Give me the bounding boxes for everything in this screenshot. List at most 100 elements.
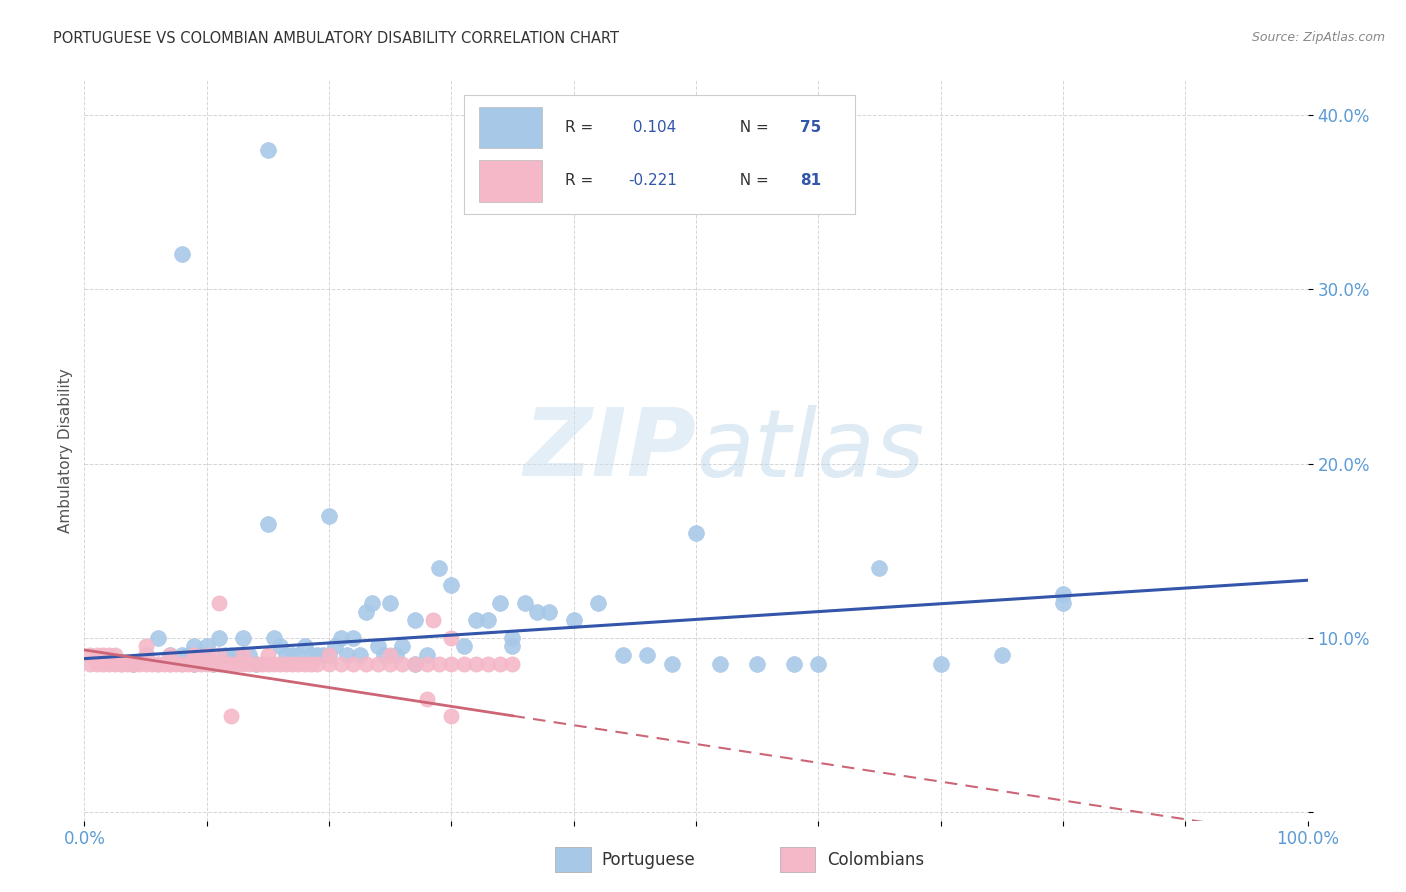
Point — [172, 657, 194, 671]
Point — [159, 648, 181, 662]
Point — [661, 657, 683, 671]
Point — [214, 648, 236, 662]
Point — [238, 657, 260, 671]
Point — [232, 648, 254, 662]
Point — [276, 657, 298, 671]
Point — [562, 613, 585, 627]
Point — [427, 657, 450, 671]
Point — [208, 648, 231, 662]
Point — [226, 648, 249, 662]
Point — [172, 247, 194, 261]
Point — [502, 631, 524, 645]
Point — [299, 648, 322, 662]
Point — [269, 640, 291, 654]
Point — [79, 648, 101, 662]
Point — [135, 648, 157, 662]
Point — [929, 657, 952, 671]
Point — [219, 709, 242, 723]
Point — [380, 657, 402, 671]
Point — [122, 657, 145, 671]
Text: Source: ZipAtlas.com: Source: ZipAtlas.com — [1251, 31, 1385, 45]
Point — [453, 657, 475, 671]
Point — [747, 657, 769, 671]
Point — [422, 613, 444, 627]
Point — [318, 508, 340, 523]
Point — [586, 596, 609, 610]
Point — [783, 657, 806, 671]
Point — [208, 657, 231, 671]
Point — [281, 648, 304, 662]
Point — [195, 657, 218, 671]
Point — [104, 657, 127, 671]
Point — [440, 709, 463, 723]
Text: atlas: atlas — [696, 405, 924, 496]
Point — [245, 657, 267, 671]
Point — [318, 648, 340, 662]
Point — [330, 657, 353, 671]
Text: ZIP: ZIP — [523, 404, 696, 497]
Point — [135, 657, 157, 671]
Point — [305, 648, 328, 662]
Point — [538, 605, 561, 619]
Point — [104, 648, 127, 662]
Point — [91, 657, 114, 671]
Point — [195, 640, 218, 654]
Point — [453, 640, 475, 654]
Point — [159, 657, 181, 671]
Point — [373, 648, 395, 662]
Point — [195, 648, 218, 662]
Y-axis label: Ambulatory Disability: Ambulatory Disability — [58, 368, 73, 533]
Point — [146, 657, 169, 671]
Point — [269, 657, 291, 671]
Point — [367, 657, 389, 671]
Point — [141, 657, 163, 671]
Point — [257, 648, 280, 662]
Point — [135, 640, 157, 654]
Point — [159, 648, 181, 662]
Point — [336, 648, 359, 662]
Point — [349, 648, 371, 662]
Point — [257, 143, 280, 157]
Point — [440, 657, 463, 671]
Point — [342, 631, 364, 645]
Text: Portuguese: Portuguese — [602, 851, 696, 869]
Point — [685, 526, 707, 541]
Point — [195, 648, 218, 662]
Point — [416, 691, 439, 706]
Point — [318, 657, 340, 671]
Point — [226, 657, 249, 671]
Point — [177, 648, 200, 662]
Point — [232, 657, 254, 671]
Point — [318, 648, 340, 662]
Text: PORTUGUESE VS COLOMBIAN AMBULATORY DISABILITY CORRELATION CHART: PORTUGUESE VS COLOMBIAN AMBULATORY DISAB… — [53, 31, 620, 46]
Point — [1052, 596, 1074, 610]
Point — [299, 657, 322, 671]
Point — [153, 657, 176, 671]
Point — [342, 657, 364, 671]
Point — [263, 631, 285, 645]
Point — [354, 657, 377, 671]
Point — [440, 631, 463, 645]
Point — [159, 657, 181, 671]
Point — [464, 613, 486, 627]
Point — [172, 648, 194, 662]
Point — [165, 657, 187, 671]
Point — [305, 657, 328, 671]
Point — [219, 657, 242, 671]
Point — [183, 657, 205, 671]
Text: Colombians: Colombians — [827, 851, 924, 869]
Point — [232, 631, 254, 645]
Point — [276, 648, 298, 662]
Point — [440, 578, 463, 592]
Point — [128, 657, 150, 671]
Point — [146, 657, 169, 671]
Point — [91, 648, 114, 662]
Point — [190, 648, 212, 662]
Point — [201, 657, 224, 671]
Point — [502, 657, 524, 671]
Point — [97, 657, 120, 671]
Point — [79, 657, 101, 671]
Point — [416, 657, 439, 671]
Point — [477, 657, 499, 671]
Point — [416, 648, 439, 662]
